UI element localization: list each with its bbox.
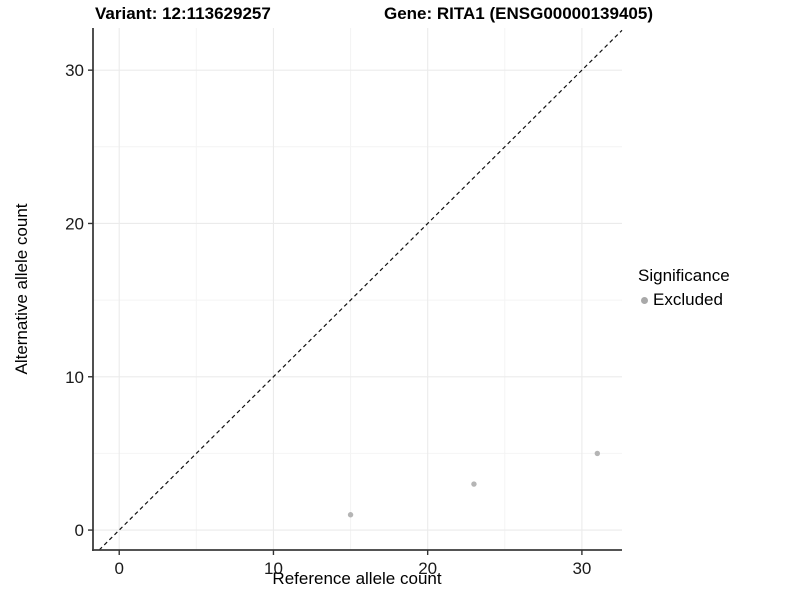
identity-reference-line <box>98 29 623 551</box>
y-tick-label: 10 <box>65 368 84 387</box>
y-axis-title: Alternative allele count <box>12 203 31 375</box>
data-point <box>594 450 601 457</box>
variant-title: Variant: 12:113629257 <box>95 4 271 23</box>
y-tick-label: 30 <box>65 61 84 80</box>
excluded-point-icon <box>641 296 648 304</box>
legend: Significance Excluded <box>638 266 730 310</box>
data-point <box>471 481 477 487</box>
data-point <box>347 512 354 518</box>
y-tick-label: 0 <box>75 521 84 540</box>
x-tick-label: 10 <box>264 559 283 578</box>
gene-title: Gene: RITA1 (ENSG00000139405) <box>384 4 653 23</box>
legend-item-label: Excluded <box>653 290 723 309</box>
legend-title: Significance <box>638 266 730 285</box>
x-axis-title: Reference allele count <box>272 569 442 588</box>
x-tick-label: 30 <box>572 559 591 578</box>
x-tick-label: 0 <box>114 559 123 578</box>
x-tick-label: 20 <box>418 559 437 578</box>
y-tick-label: 20 <box>65 214 84 233</box>
legend-item-excluded: Excluded <box>638 290 730 310</box>
